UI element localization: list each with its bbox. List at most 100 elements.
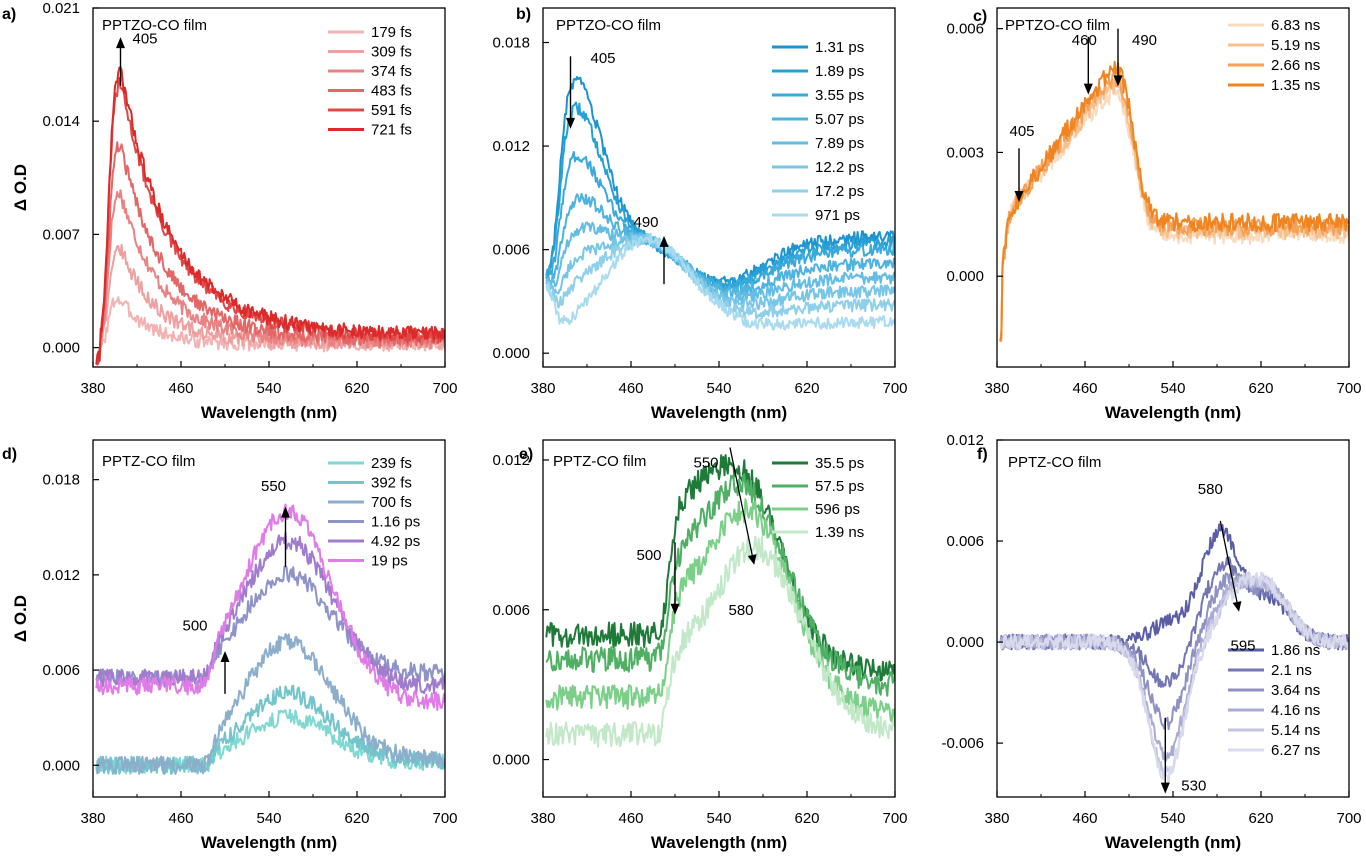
panel-d: 380 460 540 620 700 0.000 0.006 0.012 0.018 Wavel… [2, 439, 458, 852]
legend: 239 fs 392 fs 700 fs 1.16 ps 4.92 ps 19 ps [328, 455, 420, 570]
series-line-2 [545, 151, 895, 293]
film-label: PPTZO-CO film [102, 17, 207, 34]
annotation: 580 [1198, 481, 1242, 612]
x-tick-label: 540 [706, 810, 731, 827]
x-tick-label: 700 [1336, 380, 1361, 397]
annotation: 550 [693, 447, 757, 565]
x-tick-label: 540 [256, 810, 281, 827]
x-axis-title: Wavelength (nm) [1105, 403, 1241, 422]
panel-a: 380 460 540 620 700 0.000 0.007 0.014 0.021 Wavel… [2, 0, 458, 422]
annotation-label: 500 [636, 547, 661, 564]
y-tick-label: 0.006 [492, 242, 530, 259]
x-tick-label: 620 [794, 380, 819, 397]
annotation-label: 405 [1009, 123, 1034, 140]
y-tick-label: 0.007 [42, 226, 80, 243]
panel-b: 380 460 540 620 700 0.000 0.006 0.012 0.018 Wavel… [492, 6, 907, 422]
legend-label: 591 fs [371, 102, 412, 119]
legend-label: 19 ps [371, 553, 408, 570]
traces [545, 75, 895, 331]
x-axis-title: Wavelength (nm) [201, 833, 337, 852]
legend-label: 3.55 ps [815, 87, 864, 104]
film-label: PPTZO-CO film [556, 17, 661, 34]
annotation-label: 405 [133, 31, 158, 48]
legend-label: 4.92 ps [371, 533, 420, 550]
legend-label: 35.5 ps [815, 455, 864, 472]
legend-label: 1.39 ns [815, 524, 864, 541]
annotation-label: 500 [182, 617, 207, 634]
x-tick-label: 460 [618, 380, 643, 397]
legend-label: 2.1 ns [1271, 662, 1312, 679]
legend-label: 700 fs [371, 494, 412, 511]
annotation-label: 550 [261, 478, 286, 495]
traces [999, 60, 1349, 343]
annotation: 580 [728, 602, 753, 619]
legend-label: 6.27 ns [1271, 742, 1320, 759]
y-tick-label: 0.012 [946, 432, 984, 449]
panel-f: 380 460 540 620 700 -0.006 0.000 0.006 0.012 Wave… [941, 432, 1361, 852]
legend-label: 1.86 ns [1271, 642, 1320, 659]
legend-label: 12.2 ps [815, 159, 864, 176]
series-line-3 [999, 60, 1349, 342]
x-tick-label: 460 [1072, 380, 1097, 397]
y-tick-label: 0.012 [492, 452, 530, 469]
x-tick-label: 540 [256, 380, 281, 397]
series-line-3 [95, 565, 445, 688]
panel-label: d) [2, 446, 17, 463]
y-tick-label: 0.021 [42, 0, 80, 17]
annotation-label: 580 [1198, 481, 1223, 498]
x-axis-title: Wavelength (nm) [201, 403, 337, 422]
legend-label: 1.31 ps [815, 39, 864, 56]
x-tick-label: 380 [80, 380, 105, 397]
x-tick-label: 460 [618, 810, 643, 827]
legend-label: 239 fs [371, 455, 412, 472]
x-tick-label: 700 [432, 810, 457, 827]
annotation-label: 490 [1132, 32, 1157, 49]
panel-c: 380 460 540 620 700 0.000 0.003 0.006 Wavelength… [946, 7, 1362, 422]
y-tick-label: 0.000 [42, 757, 80, 774]
legend-label: 5.19 ns [1271, 37, 1320, 54]
legend-label: 3.64 ns [1271, 682, 1320, 699]
x-tick-label: 700 [1336, 810, 1361, 827]
x-tick-label: 460 [1072, 810, 1097, 827]
annotation-label: 595 [1230, 637, 1255, 654]
series-line-2 [999, 69, 1349, 342]
legend-label: 2.66 ns [1271, 57, 1320, 74]
annotation: 500 [182, 617, 230, 694]
x-axis-title: Wavelength (nm) [1105, 833, 1241, 852]
traces [999, 523, 1349, 785]
x-tick-label: 700 [882, 380, 907, 397]
panel-label: c) [973, 8, 987, 25]
y-axis-title: Δ O.D [11, 164, 30, 211]
legend-label: 971 ps [815, 207, 860, 224]
legend-label: 17.2 ps [815, 183, 864, 200]
film-label: PPTZ-CO film [553, 453, 646, 470]
legend-label: 1.35 ns [1271, 77, 1320, 94]
x-tick-label: 380 [984, 810, 1009, 827]
annotation: 490 [633, 214, 669, 285]
series-line-0 [999, 84, 1349, 342]
series-line-5 [95, 503, 445, 711]
y-tick-label: 0.018 [42, 472, 80, 489]
traces [545, 454, 895, 748]
series-line-1 [95, 243, 445, 365]
x-tick-label: 620 [1248, 380, 1273, 397]
legend-label: 721 fs [371, 122, 412, 139]
y-axis-title: Δ O.D [11, 595, 30, 642]
legend-label: 5.14 ns [1271, 722, 1320, 739]
legend-label: 1.16 ps [371, 514, 420, 531]
y-tick-label: 0.006 [42, 662, 80, 679]
film-label: PPTZ-CO film [1008, 454, 1101, 471]
annotation-label: 530 [1181, 777, 1206, 794]
traces [95, 66, 445, 366]
film-label: PPTZ-CO film [102, 453, 195, 470]
annotation: 460 [1072, 32, 1097, 95]
legend-label: 4.16 ns [1271, 702, 1320, 719]
y-tick-label: 0.018 [492, 35, 530, 52]
x-tick-label: 620 [794, 810, 819, 827]
legend: 179 fs 309 fs 374 fs 483 fs 591 fs 721 fs [328, 24, 412, 139]
x-tick-label: 380 [530, 810, 555, 827]
y-tick-label: 0.006 [946, 533, 984, 550]
y-tick-label: 0.006 [946, 21, 984, 38]
y-tick-label: 0.014 [42, 113, 80, 130]
annotation: 500 [636, 542, 680, 615]
